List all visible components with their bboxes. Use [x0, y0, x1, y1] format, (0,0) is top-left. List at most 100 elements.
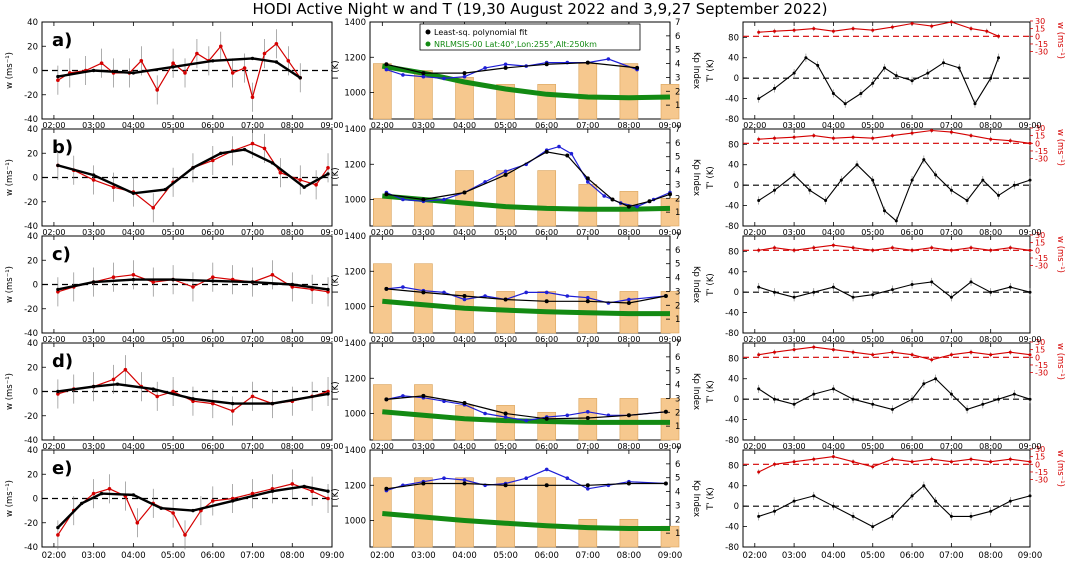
w-observed-line-point — [211, 275, 215, 280]
Tprime-tick-label: 80 — [728, 247, 739, 257]
w-fit-line-point — [56, 525, 60, 530]
T-observed-line-point — [524, 290, 528, 295]
T-fit-line-point — [544, 483, 549, 488]
w-fit-line-point — [270, 161, 275, 165]
Tprime-observed-line-point — [773, 509, 776, 513]
T-fit-line-point — [421, 197, 426, 202]
T-observed-line-point — [401, 394, 405, 398]
Tprime-tick-label: 80 — [728, 354, 739, 364]
T-observed-line-point — [483, 66, 487, 70]
wprime-observed-line-point — [989, 460, 993, 464]
Tprime-observed-line-point — [831, 92, 835, 95]
time-tick-label: 03:00 — [783, 442, 806, 451]
w-observed-line-point — [171, 511, 175, 515]
time-tick-label: 08:00 — [617, 335, 640, 344]
kp-bar — [660, 398, 680, 441]
time-tick-label: 04:00 — [122, 121, 145, 130]
Tprime-observed-line-point — [843, 102, 847, 106]
time-tick-label: 08:00 — [979, 121, 1002, 130]
wprime-tick-label: -15 — [1035, 254, 1048, 263]
time-tick-label: 05:00 — [861, 442, 884, 451]
wprime-tick-label: 0 — [1035, 246, 1040, 255]
w-observed-line-point — [250, 141, 255, 146]
T-fit-line-point — [503, 483, 508, 488]
time-tick-label: 07:00 — [940, 228, 963, 237]
wprime-tick-label: 15 — [1035, 132, 1045, 141]
w-observed-line-point — [211, 158, 215, 163]
Tprime-observed-line-point — [926, 71, 930, 75]
T-fit-line-point — [663, 294, 668, 298]
wprime-tick-label: -15 — [1035, 361, 1048, 370]
Tprime-observed-line — [758, 158, 1031, 222]
kp-axis-label: Kp Index — [691, 159, 701, 196]
w-fit-line-point — [56, 74, 60, 79]
Tprime-observed-line-point — [839, 178, 843, 182]
time-tick-label: 04:00 — [122, 442, 145, 451]
Tprime-observed-line-point — [1012, 392, 1016, 396]
w-fit-line-point — [80, 501, 84, 506]
kp-tick-label: 1 — [675, 422, 680, 432]
T-observed-line-point — [384, 67, 389, 72]
T-tick-label: 1400 — [344, 232, 366, 242]
Tprime-observed-line-point — [757, 97, 761, 101]
panel-label: e) — [52, 458, 72, 479]
Tprime-observed-line-point — [989, 76, 993, 80]
w-tick-label: 40 — [27, 232, 38, 242]
w-fit-line-point — [151, 387, 155, 391]
w-tick-label: -20 — [24, 412, 38, 422]
Tprime-observed-line-point — [981, 178, 985, 182]
Tprime-observed-line-point — [792, 71, 796, 75]
wprime-axis-label: w (ms⁻¹) — [1055, 343, 1065, 380]
T-fit-line-point — [635, 65, 640, 70]
wprime-observed-line-point — [773, 462, 776, 466]
w-observed-line-point — [151, 280, 155, 284]
Tprime-tick-label: 80 — [728, 33, 739, 43]
wprime-tick-label: 30 — [1035, 338, 1045, 347]
wprime-observed-line-point — [757, 353, 761, 357]
Tprime-observed-line-point — [890, 407, 894, 411]
time-tick-label: 07:00 — [576, 335, 599, 344]
w-fit-line-point — [159, 506, 163, 510]
T-observed-line-point — [524, 418, 528, 423]
kp-tick-label: 4 — [675, 274, 680, 284]
time-tick-label: 09:00 — [320, 335, 343, 344]
w-observed-line-point — [56, 290, 60, 294]
Tprime-tick-label: -80 — [725, 436, 739, 446]
wprime-observed-line-point — [930, 129, 934, 132]
w-fit-line-point — [302, 185, 306, 189]
time-tick-label: 09:00 — [320, 442, 343, 451]
T-fit-line-point — [462, 481, 467, 486]
w-fit-line-point — [131, 277, 136, 282]
w-fit-line-point — [91, 280, 96, 284]
T-observed-line-point — [442, 399, 446, 404]
time-tick-label: 06:00 — [535, 442, 558, 451]
time-tick-label: 09:00 — [1018, 551, 1043, 561]
w-fit-line-point — [211, 59, 215, 63]
w-observed-line-point — [278, 170, 283, 175]
wprime-observed-line-point — [871, 28, 875, 32]
T-tick-label: 1400 — [344, 446, 366, 456]
Tprime-observed-line-point — [922, 382, 926, 386]
w-tick-label: -20 — [24, 305, 38, 315]
wprime-observed-line-point — [831, 243, 835, 247]
Tprime-observed-line-point — [757, 199, 761, 202]
w-observed-line-point — [183, 533, 187, 537]
T-fit-line — [386, 288, 667, 304]
wprime-observed-line-point — [930, 246, 934, 250]
wprime-axis-label: w (ms⁻¹) — [1055, 236, 1065, 273]
w-fit-line-point — [250, 280, 255, 284]
wprime-observed-line-point — [812, 134, 816, 138]
T-fit-line-point — [462, 71, 467, 76]
w-tick-label: 20 — [27, 256, 38, 266]
legend-model-label: NRLMSIS-00 Lat:40°,Lon:255°,Alt:250km — [434, 40, 597, 49]
Tprime-observed-line-point — [949, 392, 953, 396]
w-axis-label: w (ms⁻¹) — [5, 373, 15, 410]
T-tick-label: 1000 — [344, 89, 366, 99]
T-observed-line-point — [565, 294, 570, 298]
kp-tick-label: 3 — [675, 73, 680, 83]
time-tick-label: 09:00 — [320, 228, 343, 237]
time-tick-label: 06:00 — [901, 335, 924, 344]
w-observed-line-point — [151, 206, 155, 210]
wprime-tick-label: -15 — [1035, 468, 1048, 477]
w-observed-line-point — [290, 285, 295, 289]
